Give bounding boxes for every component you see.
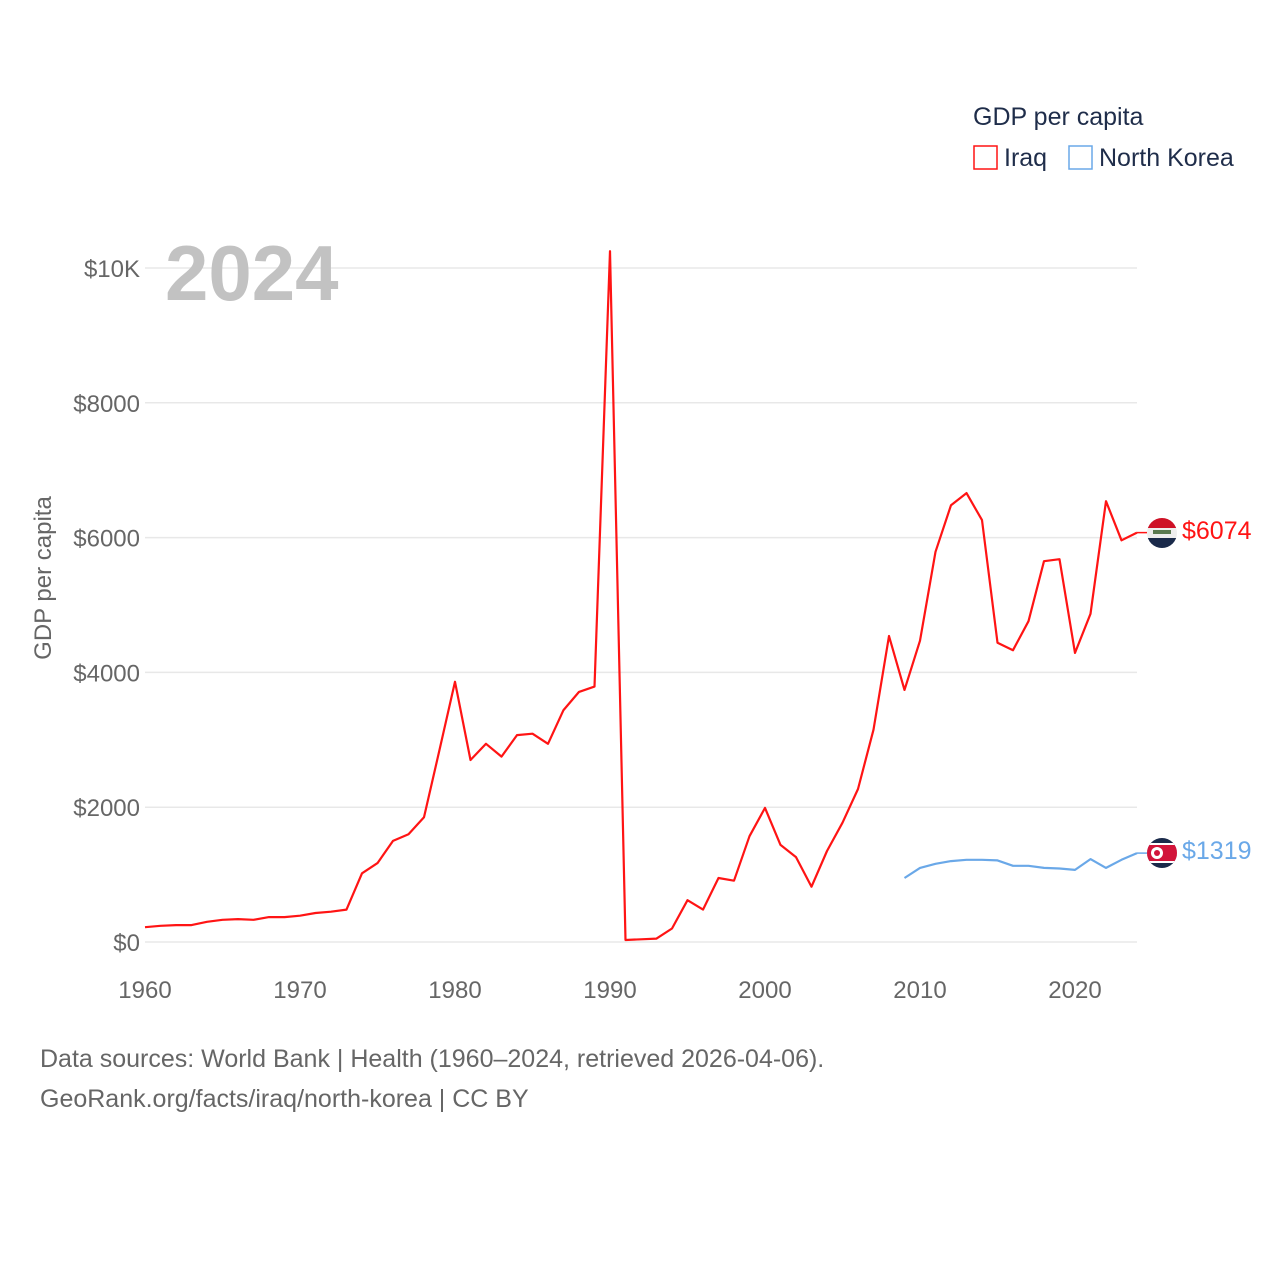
x-tick-label: 1970 [273, 977, 326, 1004]
x-tick-label: 2010 [893, 977, 946, 1004]
year-title: 2024 [165, 229, 339, 317]
series-line-north-korea[interactable] [903, 852, 1138, 879]
legend-label-north-korea[interactable]: North Korea [1099, 144, 1234, 172]
legend-label-iraq[interactable]: Iraq [1004, 144, 1047, 172]
north-korea-flag-icon [1147, 838, 1177, 868]
x-tick-label: 2020 [1048, 977, 1101, 1004]
y-axis-ticks: $0 $2000 $4000 $6000 $8000 $10K [73, 256, 140, 957]
x-tick-label: 1980 [428, 977, 481, 1004]
iraq-flag-icon [1147, 518, 1177, 548]
legend: GDP per capita Iraq North Korea [973, 103, 1234, 172]
y-tick-label: $4000 [73, 660, 140, 687]
y-tick-label: $0 [113, 930, 140, 957]
data-sources-text: Data sources: World Bank | Health (1960–… [40, 1045, 825, 1073]
y-tick-label: $8000 [73, 391, 140, 418]
series-line-iraq[interactable] [144, 250, 1138, 942]
y-tick-label: $2000 [73, 795, 140, 822]
iraq-end-value-label: $6074 [1182, 517, 1252, 545]
series-lines [144, 250, 1147, 942]
x-tick-label: 1960 [118, 977, 171, 1004]
legend-swatch-iraq[interactable] [973, 145, 998, 170]
y-tick-label: $10K [84, 256, 140, 283]
gridlines [145, 267, 1137, 943]
y-axis-label: GDP per capita [30, 496, 57, 660]
credit-link[interactable]: GeoRank.org/facts/iraq/north-korea | CC … [40, 1085, 529, 1113]
x-axis-ticks: 1960 1970 1980 1990 2000 2010 2020 [118, 977, 1101, 1004]
x-tick-label: 1990 [583, 977, 636, 1004]
x-tick-label: 2000 [738, 977, 791, 1004]
legend-title: GDP per capita [973, 103, 1144, 131]
legend-swatch-north-korea[interactable] [1068, 145, 1093, 170]
y-tick-label: $6000 [73, 526, 140, 553]
north-korea-end-value-label: $1319 [1182, 837, 1252, 865]
